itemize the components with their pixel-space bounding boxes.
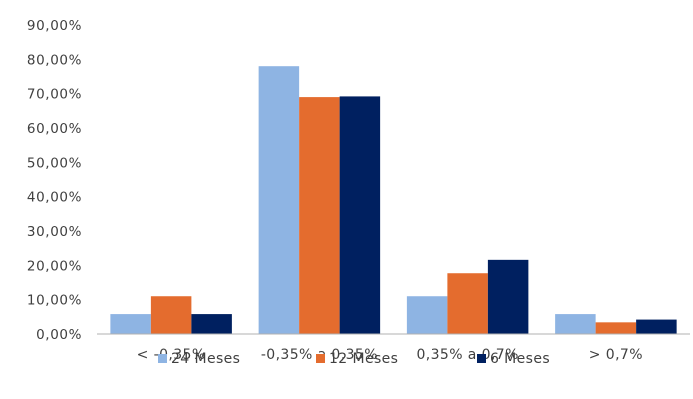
y-tick-label: 40,00% — [27, 190, 82, 206]
y-tick-label: 30,00% — [27, 224, 82, 240]
y-tick-label: 50,00% — [27, 155, 82, 171]
y-tick-label: 80,00% — [27, 52, 82, 68]
legend: 24 Meses 12 Meses 6 Meses — [158, 351, 550, 367]
bar-12-meses-2 — [447, 273, 488, 334]
x-tick-label: < -0,35% — [137, 347, 206, 363]
legend-label: 6 Meses — [490, 351, 550, 367]
x-tick-label: 0,35% a 0,7% — [416, 347, 518, 363]
y-tick-label: 10,00% — [27, 293, 82, 309]
bar-6-meses-3 — [636, 319, 677, 334]
bar-24-meses-1 — [258, 66, 300, 334]
bar-24-meses-2 — [406, 296, 448, 334]
y-tick-label: 20,00% — [27, 258, 82, 274]
y-tick-label: 0,00% — [36, 327, 82, 343]
legend-swatch — [477, 354, 486, 363]
y-tick-label: 60,00% — [27, 121, 82, 137]
y-tick-label: 90,00% — [27, 18, 82, 34]
bar-6-meses-1 — [339, 96, 381, 334]
legend-swatch — [158, 354, 167, 363]
bar-6-meses-2 — [487, 259, 529, 334]
bar-12-meses-3 — [595, 322, 637, 334]
bar-24-meses-0 — [110, 314, 151, 334]
legend-swatch — [316, 354, 325, 363]
y-axis: 0,00% 10,00% 20,00% 30,00% 40,00% 50,00% 60,00… — [27, 18, 82, 343]
legend-label: 12 Meses — [329, 351, 398, 367]
y-tick-label: 70,00% — [27, 87, 82, 103]
bar-12-meses-1 — [299, 97, 340, 334]
bar-12-meses-0 — [150, 296, 192, 334]
legend-label: 24 Meses — [171, 351, 240, 367]
x-tick-label: > 0,7% — [589, 347, 643, 363]
bar-24-meses-3 — [555, 314, 596, 334]
bars-group — [110, 66, 677, 334]
bar-6-meses-0 — [191, 314, 232, 334]
x-axis: < -0,35%-0,35% a 0,35%0,35% a 0,7%> 0,7% — [137, 347, 643, 363]
